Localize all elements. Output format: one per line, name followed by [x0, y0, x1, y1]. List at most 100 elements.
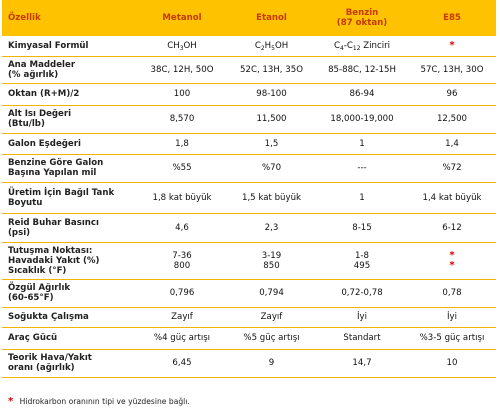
cell-value: 850	[263, 260, 280, 271]
cell-value: 1	[359, 192, 365, 203]
formula-part: C	[333, 40, 340, 51]
cell-methanol: CH3OH	[137, 36, 227, 57]
cell-value: 1,8 kat büyük	[152, 192, 212, 203]
formula-part: Zinciri	[360, 40, 391, 51]
cell-value: 1,4	[445, 138, 459, 149]
row-label: Üretim İçin Bağıl Tank Boyutu	[2, 182, 137, 214]
footnote-marker: *	[449, 39, 455, 51]
row-label: Teorik Hava/Yakıt oranı (ağırlık)	[2, 349, 137, 378]
table-row: Alt Isı Değeri (Btu/lb) 8,570 11,500 18,000-…	[2, 105, 496, 134]
cell-gasoline: 18,000-19,000	[316, 105, 408, 134]
cell-value: %55	[172, 163, 192, 173]
footnote-text: Hidrokarbon oranının tipi ve yüzdesine b…	[19, 397, 190, 406]
cell-value: 3-19	[261, 250, 282, 261]
cell-gasoline: Standart	[316, 327, 408, 350]
table-row: Teorik Hava/Yakıt oranı (ağırlık) 6,45 9 14,…	[2, 349, 496, 378]
table-row: Reid Buhar Basıncı (psi) 4,6 2,3 8-15 6-12	[2, 213, 496, 243]
cell-e85: 6-12	[408, 213, 496, 243]
cell-value: 0,72-0,78	[341, 288, 383, 298]
formula-subscript: 5	[271, 44, 275, 52]
header-gasoline-octane: (87 oktan)	[336, 18, 388, 28]
row-label: Özgül Ağırlık (60-65°F)	[2, 279, 137, 308]
cell-gasoline: 1	[316, 182, 408, 214]
cell-methanol: 38C, 12H, 50O	[137, 56, 227, 84]
fuel-properties-table: Özellik Metanol Etanol Benzin (87 oktan)…	[2, 0, 496, 378]
cell-e85: %72	[408, 154, 496, 183]
row-label-line: Benzine Göre Galon	[8, 158, 104, 168]
header-property: Özellik	[2, 0, 137, 36]
cell-gasoline: İyi	[316, 307, 408, 328]
cell-e85: 12,500	[408, 105, 496, 134]
row-label-line: Alt Isı Değeri	[8, 109, 72, 119]
cell-methanol: 7-36 800	[137, 242, 227, 280]
cell-value: 6-12	[442, 222, 462, 233]
row-label: Araç Gücü	[2, 327, 137, 350]
cell-value: 18,000-19,000	[330, 114, 394, 124]
cell-e85: İyi	[408, 307, 496, 328]
cell-value: 7-36	[172, 250, 192, 261]
table-header-row: Özellik Metanol Etanol Benzin (87 oktan)…	[2, 0, 496, 36]
cell-value: 4,6	[175, 222, 189, 233]
cell-value: %70	[261, 163, 282, 173]
row-label-line: (psi)	[8, 227, 31, 238]
cell-gasoline: ---	[316, 154, 408, 183]
cell-e85: *	[408, 36, 496, 57]
row-label: Galon Eşdeğeri	[2, 133, 137, 155]
row-label-line: Teorik Hava/Yakıt	[8, 353, 92, 363]
cell-value: 10	[446, 358, 458, 368]
formula-part: CH	[167, 40, 180, 51]
cell-value: Zayıf	[171, 312, 193, 322]
cell-value: 85-88C, 12-15H	[328, 64, 396, 75]
cell-value: 495	[353, 260, 371, 271]
cell-gasoline: 1-8 495	[316, 242, 408, 280]
header-gasoline-name: Benzin	[345, 8, 379, 18]
row-label-line: Galon Eşdeğeri	[8, 138, 81, 149]
cell-value: 8,570	[169, 114, 195, 124]
row-label-line: Tutuşma Noktası:	[8, 245, 93, 256]
cell-gasoline: 8-15	[316, 213, 408, 243]
formula-part: -C	[343, 40, 353, 51]
cell-value: 38C, 12H, 50O	[150, 64, 214, 75]
row-label-line: Araç Gücü	[8, 333, 58, 343]
cell-value: %5 güç artışı	[243, 333, 300, 343]
table-row: Galon Eşdeğeri 1,8 1,5 1 1,4	[2, 133, 496, 155]
table-body: Kimyasal Formül CH3OH C2H5OH C4-C12 Zinciri…	[2, 36, 496, 378]
cell-e85: 10	[408, 349, 496, 378]
cell-gasoline: C4-C12 Zinciri	[316, 36, 408, 57]
cell-value: 0,796	[169, 288, 195, 298]
cell-value: 1,4 kat büyük	[422, 192, 482, 203]
cell-e85: * *	[408, 242, 496, 280]
row-label-line: (60-65°F)	[8, 293, 54, 303]
cell-value: 9	[268, 358, 275, 368]
table-row: Araç Gücü %4 güç artışı %5 güç artışı Stand…	[2, 327, 496, 350]
row-label-line: oranı (ağırlık)	[8, 363, 75, 373]
cell-ethanol: %5 güç artışı	[227, 327, 316, 350]
cell-methanol: %55	[137, 154, 227, 183]
cell-ethanol: 52C, 13H, 35O	[227, 56, 316, 84]
footnote-marker: *	[449, 259, 455, 271]
formula-part: OH	[274, 40, 289, 51]
table-row: Tutuşma Noktası: Havadaki Yakıt (%) Sıcakl…	[2, 242, 496, 280]
header-gasoline: Benzin (87 oktan)	[316, 0, 408, 36]
cell-methanol: Zayıf	[137, 307, 227, 328]
cell-ethanol: 2,3	[227, 213, 316, 243]
row-label-line: Özgül Ağırlık	[8, 283, 71, 293]
cell-value: 0,78	[442, 288, 462, 298]
cell-value: 57C, 13H, 30O	[420, 64, 484, 75]
formula-part: H	[264, 40, 272, 51]
formula-subscript: 3	[179, 44, 184, 52]
formula-subscript: 2	[260, 44, 265, 52]
row-label-line: Kimyasal Formül	[8, 40, 89, 51]
row-label-line: Havadaki Yakıt (%)	[8, 255, 100, 266]
formula-part: C	[254, 40, 261, 51]
cell-value: 98-100	[256, 89, 287, 99]
cell-methanol: 0,796	[137, 279, 227, 308]
cell-e85: 1,4	[408, 133, 496, 155]
row-label-line: (% ağırlık)	[8, 69, 59, 80]
cell-methanol: 1,8 kat büyük	[137, 182, 227, 214]
table-row: Soğukta Çalışma Zayıf Zayıf İyi İyi	[2, 307, 496, 328]
cell-gasoline: 86-94	[316, 83, 408, 106]
table-row: Üretim İçin Bağıl Tank Boyutu 1,8 kat büyü…	[2, 182, 496, 214]
formula-part: OH	[183, 40, 197, 51]
